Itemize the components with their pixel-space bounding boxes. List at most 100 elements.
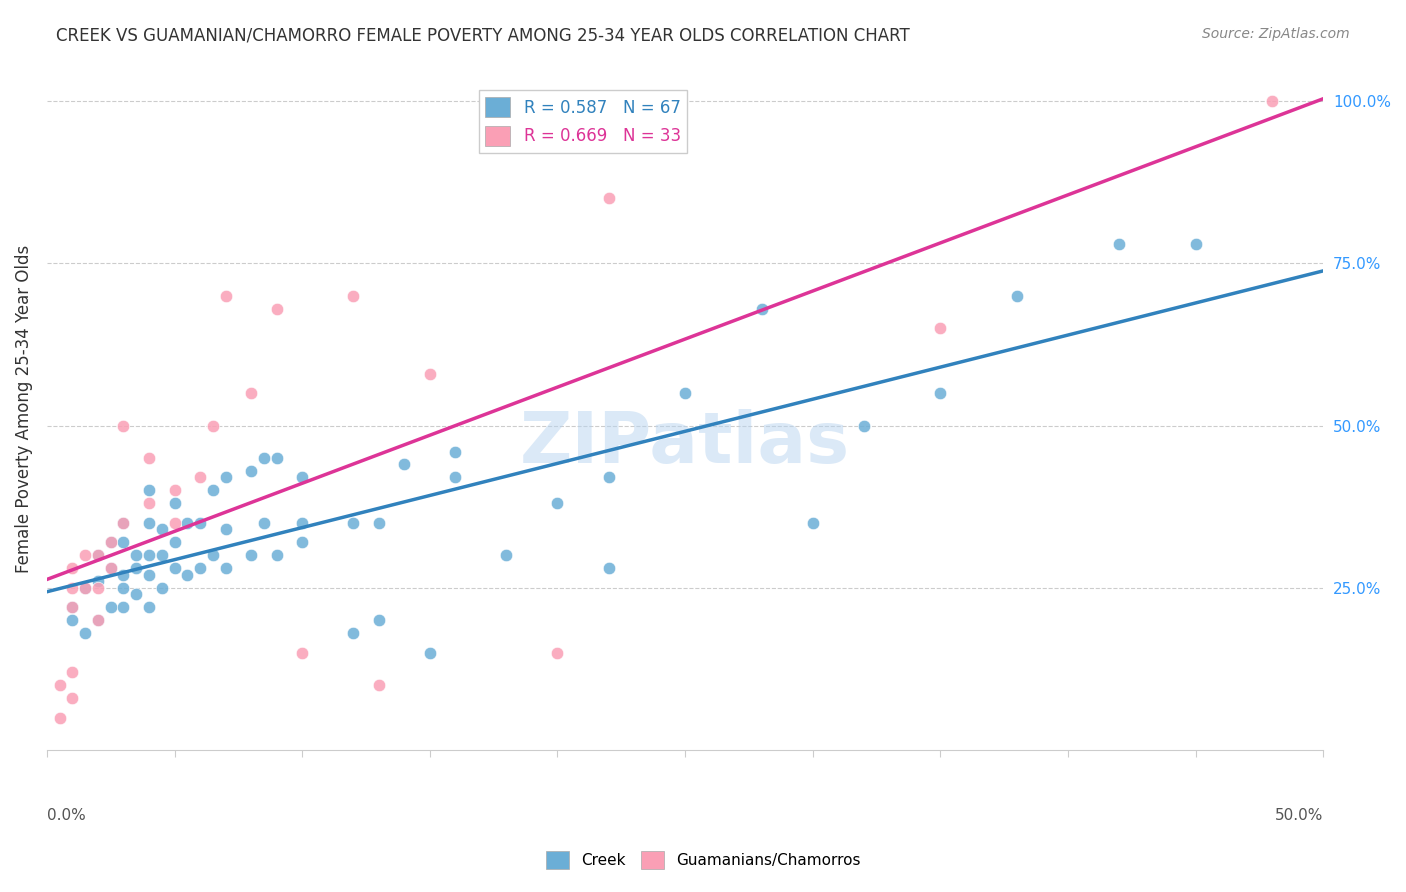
Point (214, 522, 236, 536)
Point (291, 535, 314, 549)
Point (266, 301, 288, 316)
Point (188, 470, 211, 484)
Point (150, 549, 173, 563)
Point (62, 581, 84, 595)
Text: 50.0%: 50.0% (1275, 808, 1323, 823)
Text: Source: ZipAtlas.com: Source: ZipAtlas.com (1202, 27, 1350, 41)
Point (598, 470, 620, 484)
Point (751, 301, 773, 316)
Point (444, 444, 467, 458)
Point (112, 535, 135, 549)
Point (929, 321, 952, 335)
Point (138, 483, 160, 498)
Point (62, 613, 84, 627)
Point (188, 561, 211, 575)
Point (163, 535, 186, 549)
Point (419, 367, 441, 381)
Point (125, 587, 148, 601)
Point (201, 549, 224, 563)
Point (342, 289, 364, 303)
Point (201, 483, 224, 498)
Point (214, 561, 236, 575)
Point (87, 613, 110, 627)
Point (1184, 236, 1206, 251)
Point (100, 561, 122, 575)
Point (87, 581, 110, 595)
Point (62, 665, 84, 680)
Y-axis label: Female Poverty Among 25-34 Year Olds: Female Poverty Among 25-34 Year Olds (15, 245, 32, 574)
Point (546, 496, 568, 510)
Point (62, 691, 84, 706)
Point (87, 613, 110, 627)
Point (342, 626, 364, 640)
Point (100, 561, 122, 575)
Point (62, 561, 84, 575)
Point (852, 418, 875, 433)
Point (342, 516, 364, 530)
Text: CREEK VS GUAMANIAN/CHAMORRO FEMALE POVERTY AMONG 25-34 YEAR OLDS CORRELATION CHA: CREEK VS GUAMANIAN/CHAMORRO FEMALE POVER… (56, 27, 910, 45)
Point (673, 386, 696, 401)
Point (163, 483, 186, 498)
Point (367, 678, 389, 692)
Text: 0.0%: 0.0% (46, 808, 86, 823)
Point (801, 516, 824, 530)
Text: ZIPatlas: ZIPatlas (520, 409, 851, 478)
Point (367, 516, 389, 530)
Point (188, 516, 211, 530)
Point (150, 581, 173, 595)
Point (112, 516, 135, 530)
Point (240, 549, 263, 563)
Point (163, 496, 186, 510)
Point (100, 600, 122, 615)
Point (75, 549, 97, 563)
Point (598, 561, 620, 575)
Legend: R = 0.587   N = 67, R = 0.669   N = 33: R = 0.587 N = 67, R = 0.669 N = 33 (478, 90, 688, 153)
Point (176, 516, 198, 530)
Point (598, 191, 620, 205)
Point (291, 646, 314, 660)
Point (48, 711, 70, 725)
Point (87, 549, 110, 563)
Point (75, 626, 97, 640)
Point (419, 646, 441, 660)
Point (1005, 289, 1028, 303)
Point (138, 600, 160, 615)
Point (112, 600, 135, 615)
Point (112, 581, 135, 595)
Point (253, 516, 276, 530)
Point (214, 470, 236, 484)
Point (138, 496, 160, 510)
Legend: Creek, Guamanians/Chamorros: Creek, Guamanians/Chamorros (540, 845, 866, 875)
Point (100, 535, 122, 549)
Point (75, 581, 97, 595)
Point (125, 549, 148, 563)
Point (75, 581, 97, 595)
Point (138, 567, 160, 582)
Point (444, 470, 467, 484)
Point (163, 561, 186, 575)
Point (394, 458, 416, 472)
Point (100, 535, 122, 549)
Point (214, 289, 236, 303)
Point (367, 613, 389, 627)
Point (929, 386, 952, 401)
Point (1108, 236, 1130, 251)
Point (112, 567, 135, 582)
Point (201, 418, 224, 433)
Point (546, 646, 568, 660)
Point (62, 600, 84, 615)
Point (150, 522, 173, 536)
Point (62, 600, 84, 615)
Point (240, 464, 263, 478)
Point (291, 470, 314, 484)
Point (48, 678, 70, 692)
Point (1261, 94, 1284, 108)
Point (266, 450, 288, 465)
Point (253, 450, 276, 465)
Point (87, 549, 110, 563)
Point (112, 516, 135, 530)
Point (163, 516, 186, 530)
Point (138, 549, 160, 563)
Point (240, 386, 263, 401)
Point (138, 450, 160, 465)
